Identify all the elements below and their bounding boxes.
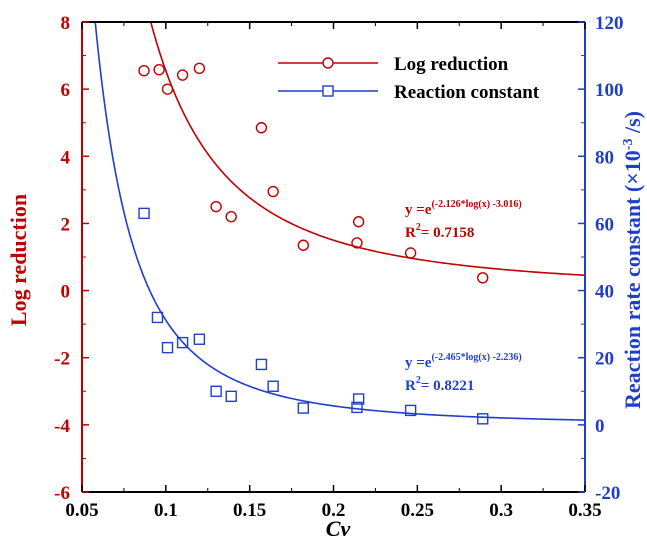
left-y-tick-label: -4 [54, 416, 70, 437]
fit-equation: y =e(-2.465*log(x) -2.236) [405, 352, 522, 371]
fit-curves [94, 22, 585, 421]
left-y-axis-title: Log reduction [6, 194, 31, 326]
left-y-tick-label: 4 [61, 147, 71, 168]
data-point-square [255, 358, 268, 371]
fit-r-value: = 0.8221 [421, 378, 475, 394]
data-point-circle [352, 216, 365, 228]
legend-label: Reaction constant [394, 82, 540, 103]
data-point-circle [153, 63, 165, 76]
right-y-axis-title-main: Reaction rate constant (×10 [620, 150, 645, 409]
fit-equation: y =e(-2.126*log(x) -3.016) [405, 199, 522, 218]
data-point-square [404, 404, 417, 417]
x-tick-label: 0.15 [233, 500, 266, 521]
data-points [138, 62, 489, 425]
fit-curve-circle [149, 22, 585, 277]
data-point-square [193, 333, 206, 345]
left-y-tick-label: 2 [61, 214, 71, 235]
fit-r-value: = 0.7158 [421, 225, 475, 241]
data-point-circle [138, 64, 150, 77]
data-point-square [477, 413, 489, 425]
data-point-square [176, 336, 189, 349]
data-point-square [351, 401, 363, 414]
data-point-circle [193, 62, 206, 75]
left-y-tick-label: 8 [61, 13, 71, 34]
legend-marker-square [322, 85, 334, 97]
x-axis-title: Cv [326, 516, 351, 541]
right-y-tick-label: 60 [595, 214, 614, 235]
right-y-tick-label: -20 [595, 483, 620, 504]
right-y-axis-title: Reaction rate constant (×10-3 /s) [620, 111, 645, 409]
data-point-circle [477, 272, 489, 284]
data-point-circle [210, 200, 222, 213]
data-point-circle [176, 69, 189, 81]
data-point-square [161, 341, 174, 354]
data-point-square [352, 393, 365, 405]
x-tick-label: 0.2 [322, 500, 346, 521]
x-tick-label: 0.1 [154, 500, 178, 521]
fit-equation-base: y =e [405, 355, 432, 371]
data-point-circle [297, 239, 310, 251]
data-point-circle [161, 83, 174, 95]
left-y-tick-label: 0 [61, 282, 71, 303]
x-tick-label: 0.35 [568, 500, 601, 521]
x-tick-label: 0.05 [65, 500, 98, 521]
x-tick-label: 0.25 [401, 500, 434, 521]
data-point-circle [225, 211, 237, 223]
data-point-square [138, 207, 150, 220]
right-y-tick-label: 80 [595, 147, 614, 168]
data-point-circle [351, 237, 363, 249]
fit-r-label: R [405, 378, 416, 394]
right-y-tick-label: 20 [595, 349, 614, 370]
data-point-square [225, 390, 237, 403]
fit-r-sup: 2 [416, 375, 421, 386]
data-point-square [210, 385, 222, 397]
legend-label: Log reduction [394, 54, 509, 75]
fit-curve-square [94, 22, 585, 421]
right-y-tick-label: 100 [595, 80, 624, 101]
legend-marker-circle [322, 57, 334, 69]
right-y-axis-title-sup: -3 [621, 139, 636, 151]
fit-r-sup: 2 [416, 222, 421, 233]
fit-r-squared: R2= 0.7158 [405, 222, 474, 241]
right-y-axis-title-tail: /s) [620, 111, 645, 139]
left-y-tick-label: -2 [54, 349, 70, 370]
legend: Log reduction Reaction constant [278, 54, 540, 103]
data-point-square [267, 380, 279, 392]
fit-equation-exponent: (-2.126*log(x) -3.016) [431, 199, 521, 210]
right-y-tick-label: 120 [595, 13, 624, 34]
axes: 0.05 0.1 0.15 0.2 0.25 0.3 0.35-6-4-202468-200… [54, 13, 623, 521]
fit-equation-exponent: (-2.465*log(x) -2.236) [431, 352, 521, 363]
right-y-tick-label: 40 [595, 282, 614, 303]
right-y-tick-label: 0 [595, 416, 605, 437]
x-tick-label: 0.3 [489, 500, 513, 521]
left-y-tick-label: 6 [61, 80, 71, 101]
fit-r-squared: R2= 0.8221 [405, 375, 474, 394]
data-point-circle [267, 185, 279, 198]
data-point-circle [255, 122, 268, 134]
left-y-tick-label: -6 [54, 483, 70, 504]
data-point-square [297, 402, 310, 414]
fit-equation-base: y =e [405, 202, 432, 218]
fit-r-label: R [405, 225, 416, 241]
data-point-circle [404, 247, 417, 259]
data-point-square [151, 311, 164, 324]
